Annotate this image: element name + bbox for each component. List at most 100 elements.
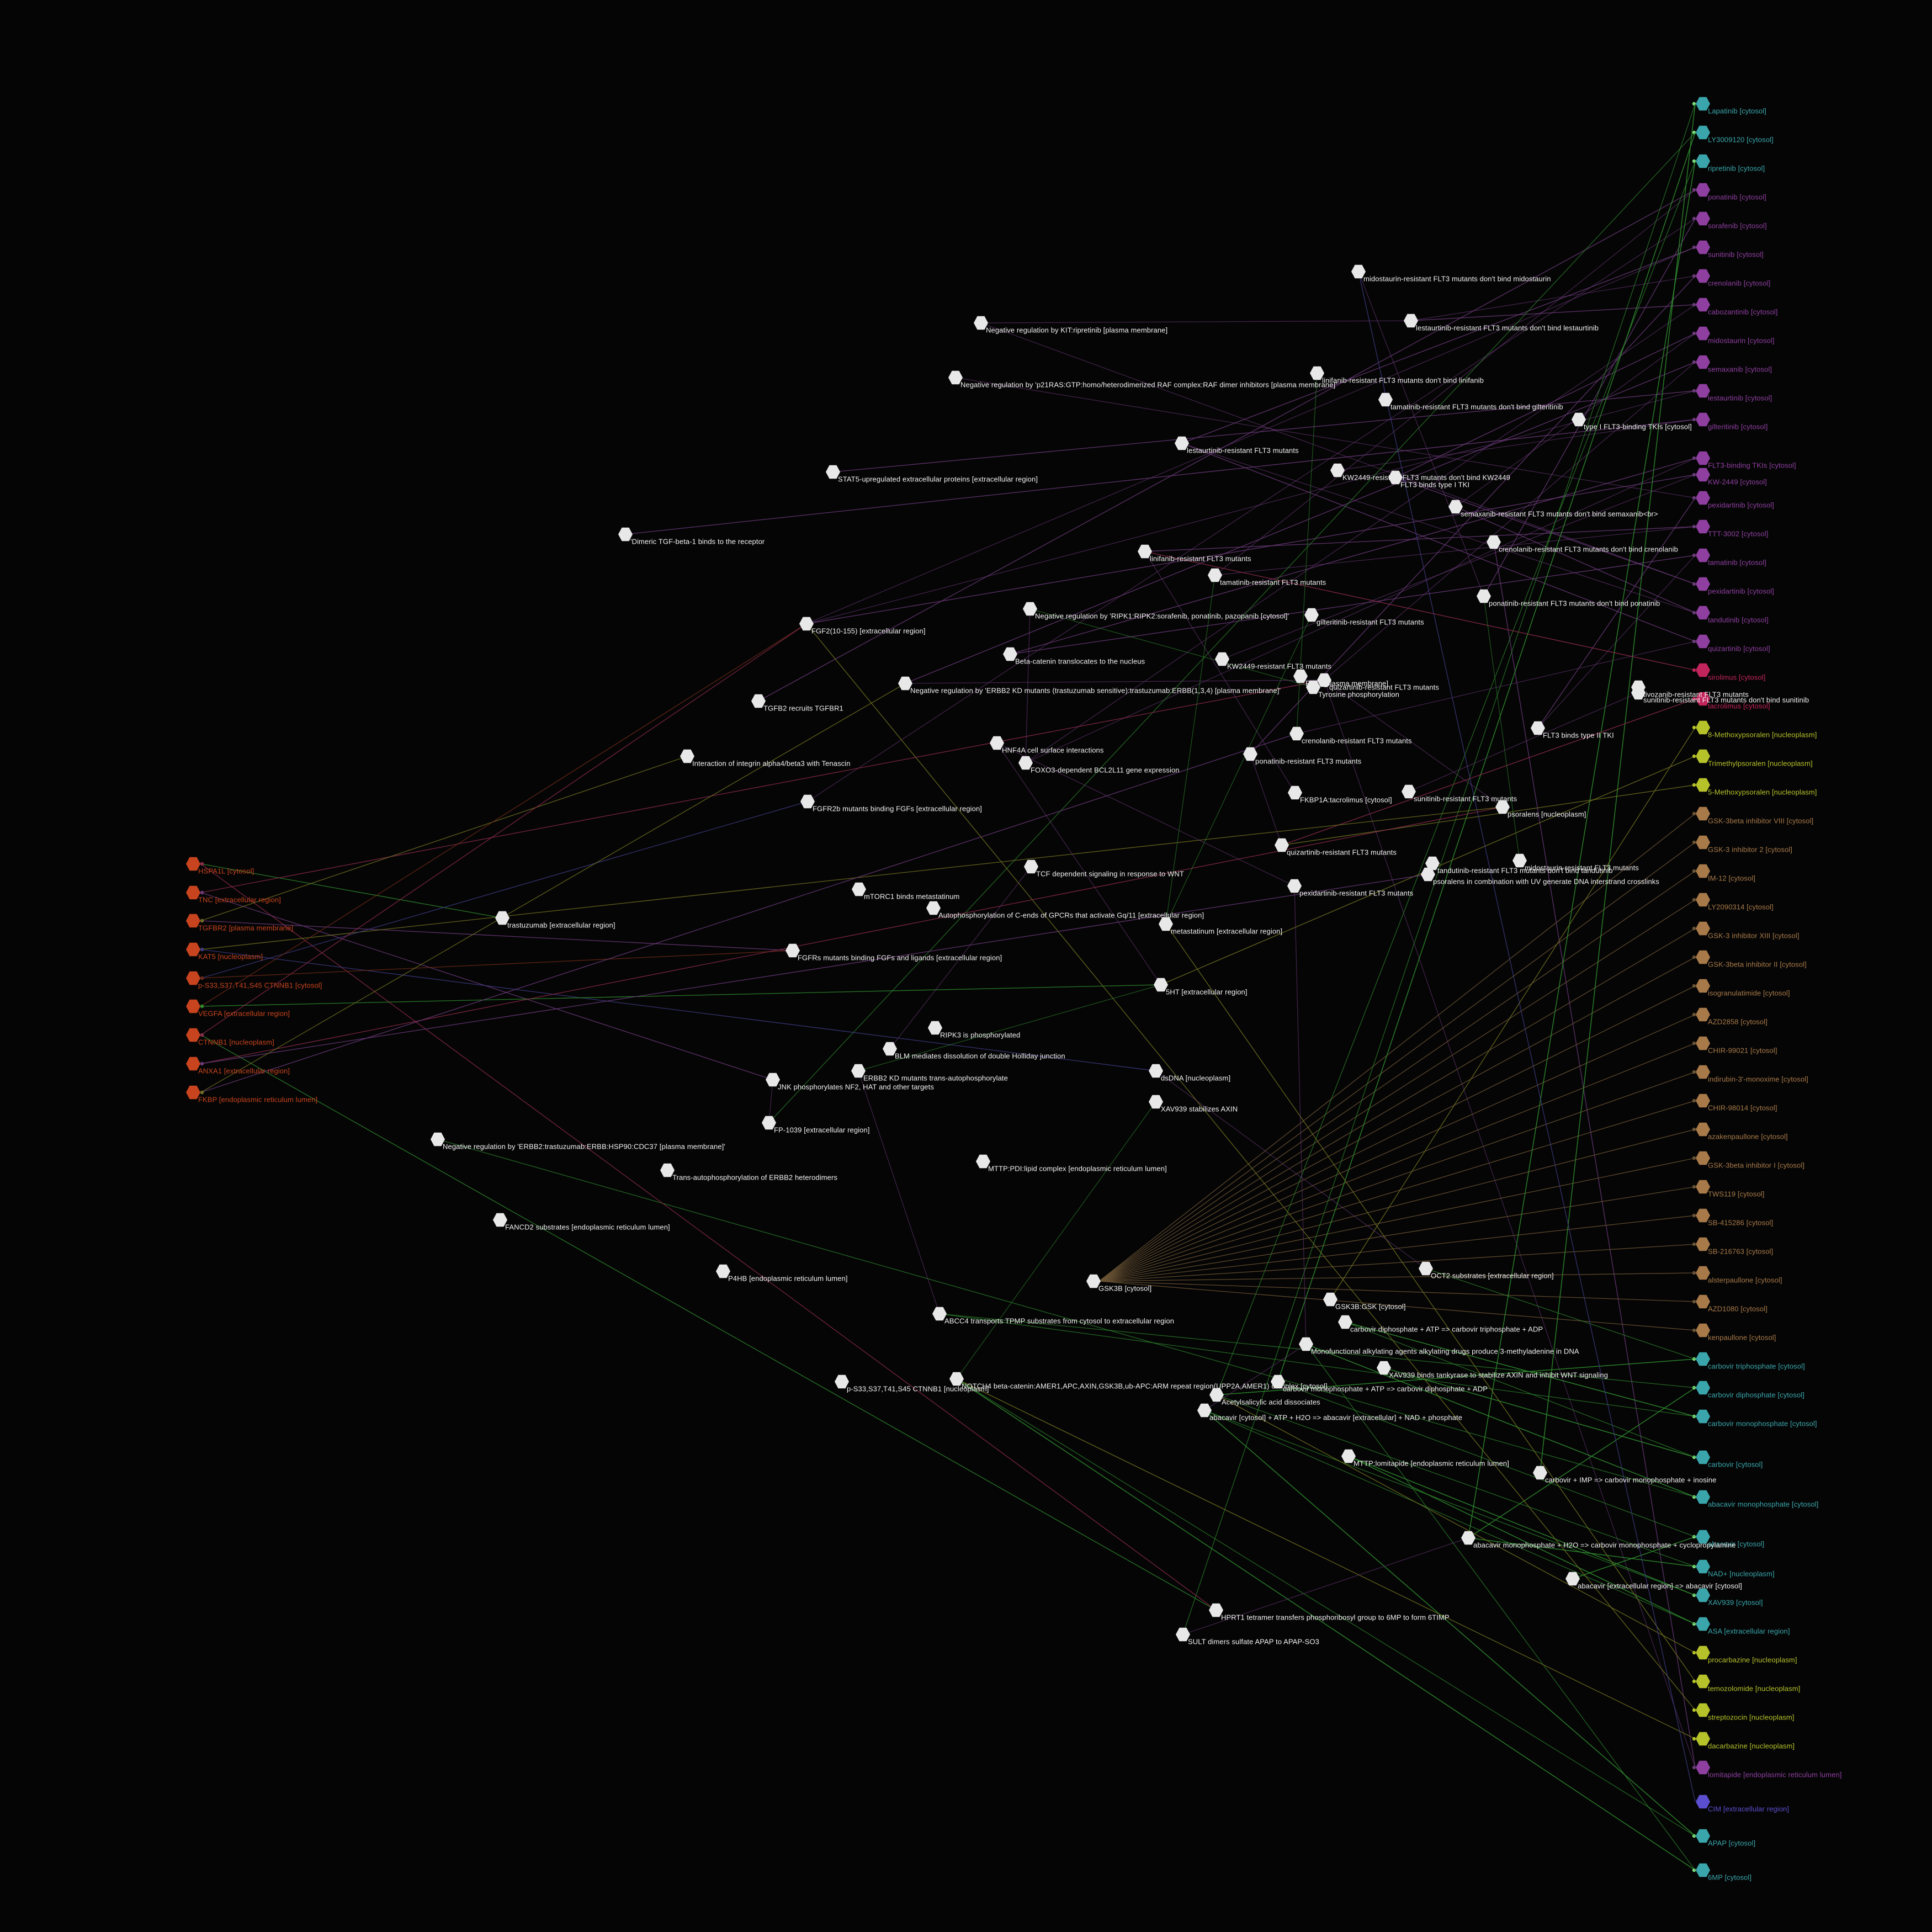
entity-node[interactable]: AZD2858 [cytosol] — [1696, 1007, 1768, 1026]
entity-node[interactable]: crenolanib [cytosol] — [1696, 269, 1770, 288]
entity-node[interactable]: 8-Methoxypsoralen [nucleoplasm] — [1696, 720, 1817, 739]
reaction-node[interactable]: Autophosphorylation of C-ends of GPCRs t… — [926, 901, 1204, 920]
entity-node[interactable]: TTT-3002 [cytosol] — [1696, 519, 1768, 538]
entity-node[interactable]: AZD1080 [cytosol] — [1696, 1294, 1768, 1313]
reaction-node[interactable]: semaxanib-resistant FLT3 mutants don't b… — [1448, 500, 1658, 518]
reaction-node[interactable]: GSK3B:GSK [cytosol] — [1323, 1292, 1406, 1311]
reaction-node[interactable]: MTTP:PDI:lipid complex [endoplasmic reti… — [976, 1154, 1167, 1173]
entity-node[interactable]: GSK-3beta inhibitor I [cytosol] — [1696, 1151, 1804, 1170]
entity-node[interactable]: alsterpaullone [cytosol] — [1696, 1266, 1782, 1285]
entity-node[interactable]: 5-Methoxypsoralen [nucleoplasm] — [1696, 778, 1817, 797]
reaction-node[interactable]: TCF dependent signaling in response to W… — [1024, 859, 1184, 878]
reaction-node[interactable]: TGFB2 recruits TGFBR1 — [751, 694, 843, 713]
reaction-node[interactable]: Acetylsalicylic acid dissociates — [1209, 1388, 1320, 1406]
entity-node[interactable]: GSK-3 inhibitor 2 [cytosol] — [1696, 835, 1792, 854]
entity-node[interactable]: GSK-3beta inhibitor II [cytosol] — [1696, 950, 1807, 969]
reaction-node[interactable]: mTORC1 binds metastatinum — [852, 882, 959, 901]
reaction-node[interactable]: quizartinib-resistant FLT3 mutants — [1275, 838, 1397, 857]
entity-node[interactable]: lomitapide [endoplasmic reticulum lumen] — [1696, 1760, 1841, 1779]
entity-node[interactable]: sunitinib [cytosol] — [1696, 240, 1764, 259]
reaction-node[interactable]: KW2449-resistant FLT3 mutants don't bind… — [1330, 463, 1510, 482]
reaction-node[interactable]: 'Dimeric TGF-beta-1 binds to the recepto… — [618, 527, 765, 546]
reaction-node[interactable]: linifanib-resistant FLT3 mutants don't b… — [1310, 366, 1484, 385]
entity-node[interactable]: pexidartinib [cytosol] — [1696, 577, 1774, 596]
reaction-node[interactable]: lestaurtinib-resistant FLT3 mutants don'… — [1404, 314, 1599, 332]
reaction-node[interactable]: gilteritinib-resistant FLT3 mutants — [1304, 608, 1424, 627]
reaction-node[interactable]: tamatinib-resistant FLT3 mutants — [1208, 568, 1326, 587]
reaction-node[interactable]: NOTCH4 beta-catenin:AMER1,APC,AXIN,GSK3B… — [949, 1372, 1328, 1390]
entity-node[interactable]: IM-12 [cytosol] — [1696, 864, 1755, 883]
reaction-node[interactable]: sunitinib-resistant FLT3 mutants — [1402, 784, 1517, 803]
entity-node[interactable]: temozolomide [nucleoplasm] — [1696, 1674, 1800, 1693]
entity-node[interactable]: carbovir triphosphate [cytosol] — [1696, 1352, 1805, 1371]
entity-node[interactable]: ANXA1 [extracellular region] — [186, 1057, 290, 1075]
reaction-node[interactable]: ERBB2 KD mutants trans-autophosphorylate — [851, 1064, 1008, 1082]
entity-node[interactable]: sorafenib [cytosol] — [1696, 211, 1767, 230]
reaction-node[interactable]: FGFR2b mutants binding FGFs [extracellul… — [800, 794, 982, 813]
reaction-node[interactable]: FLT3 binds type I TKI — [1388, 470, 1469, 489]
entity-node[interactable]: p-S33,S37,T41,S45 CTNNB1 [cytosol] — [186, 971, 322, 990]
reaction-node[interactable]: HNF4A cell surface interactions — [990, 736, 1103, 755]
reaction-node[interactable]: 5HT [extracellular region] — [1154, 978, 1247, 996]
reaction-node[interactable]: P4HB [endoplasmic reticulum lumen] — [716, 1264, 847, 1283]
reaction-node[interactable]: Negative regulation by 'ERBB2 KD mutants… — [898, 676, 1281, 695]
reaction-node[interactable]: Beta-catenin translocates to the nucleus — [1003, 647, 1145, 666]
entity-node[interactable]: gilteritinib [cytosol] — [1696, 412, 1768, 431]
reaction-node[interactable]: metastatinum [extracellular region] — [1159, 917, 1282, 936]
entity-node[interactable]: carbovir [cytosol] — [1696, 1450, 1763, 1469]
entity-node[interactable]: TNC [extracellular region] — [186, 885, 281, 904]
reaction-node[interactable]: SULT dimers sulfate APAP to APAP-SO3 — [1176, 1627, 1319, 1646]
reaction-node[interactable]: sunitinib-resistant FLT3 mutants don't b… — [1631, 686, 1809, 704]
reaction-node[interactable]: abacavir [extracellular region] => abaca… — [1565, 1572, 1742, 1590]
entity-node[interactable]: streptozocin [nucleoplasm] — [1696, 1703, 1794, 1722]
reaction-node[interactable]: ABCC4 transports TPMP substrates from cy… — [932, 1307, 1174, 1325]
entity-node[interactable]: abacavir [cytosol] — [1696, 1530, 1764, 1548]
reaction-node[interactable]: tamatinib-resistant FLT3 mutants don't b… — [1378, 392, 1563, 411]
reaction-node[interactable]: midostaurin-resistant FLT3 mutants — [1512, 853, 1639, 872]
reaction-node[interactable]: Negative regulation by 'p21RAS:GTP:homo/… — [948, 370, 1337, 389]
entity-node[interactable]: XAV939 [cytosol] — [1696, 1588, 1763, 1607]
reaction-node[interactable]: FGF2(10-155) [extracellular region] — [799, 617, 925, 635]
reaction-node[interactable]: BLM mediates dissolution of double Holli… — [883, 1042, 1065, 1060]
reaction-node[interactable]: Interaction of integrin alpha4/beta3 wit… — [680, 749, 851, 768]
entity-node[interactable]: cabozantinib [cytosol] — [1696, 298, 1777, 316]
entity-node[interactable]: KW-2449 [cytosol] — [1696, 468, 1767, 486]
entity-node[interactable]: carbovir monophosphate [cytosol] — [1696, 1409, 1817, 1428]
entity-node[interactable]: sirolimus [cytosol] — [1696, 663, 1765, 682]
reaction-node[interactable]: pexidartinib-resistant FLT3 mutants — [1287, 879, 1413, 898]
reaction-node[interactable]: FANCD2 substrates [endoplasmic reticulum… — [493, 1213, 670, 1232]
entity-node[interactable]: CIM [extracellular region] — [1696, 1795, 1789, 1813]
entity-node[interactable]: carbovir diphosphate [cytosol] — [1696, 1381, 1804, 1399]
reaction-node[interactable]: FKBP1A:tacrolimus [cytosol] — [1288, 785, 1392, 804]
reaction-node[interactable]: Negative regulation by 'ERBB2:trastuzuma… — [431, 1132, 725, 1151]
entity-node[interactable]: SB-415286 [cytosol] — [1696, 1208, 1773, 1227]
entity-node[interactable]: NAD+ [nucleoplasm] — [1696, 1559, 1775, 1578]
entity-node[interactable]: azakenpaullone [cytosol] — [1696, 1122, 1788, 1141]
entity-node[interactable]: TGFBR2 [plasma membrane] — [186, 914, 293, 932]
entity-node[interactable]: Lapatinib [cytosol] — [1696, 97, 1766, 115]
reaction-node[interactable]: GSK3B [cytosol] — [1086, 1274, 1151, 1293]
reaction-node[interactable]: carbovir diphosphate + ATP => carbovir t… — [1338, 1315, 1543, 1334]
reaction-node[interactable]: HPRT1 tetramer transfers phosphoribosyl … — [1209, 1603, 1450, 1622]
reaction-node[interactable]: JNK phosphorylates NF2, HAT and other ta… — [766, 1073, 934, 1091]
entity-node[interactable]: tamatinib [cytosol] — [1696, 548, 1766, 567]
entity-node[interactable]: CTNNB1 [nucleoplasm] — [186, 1028, 274, 1047]
entity-node[interactable]: CHIR-98014 [cytosol] — [1696, 1094, 1777, 1112]
entity-node[interactable]: 6MP [cytosol] — [1696, 1863, 1751, 1882]
entity-node[interactable]: FLT3-binding TKIs [cytosol] — [1696, 451, 1796, 470]
reaction-node[interactable]: psoralens in combination with UV generat… — [1421, 867, 1659, 886]
reaction-node[interactable]: FLT3 binds type II TKI — [1531, 721, 1614, 740]
reaction-node[interactable]: linifanib-resistant FLT3 mutants — [1138, 544, 1251, 563]
entity-node[interactable]: semaxanib [cytosol] — [1696, 355, 1772, 374]
entity-node[interactable]: SB-216763 [cytosol] — [1696, 1237, 1773, 1256]
entity-node[interactable]: abacavir monophosphate [cytosol] — [1696, 1490, 1818, 1509]
entity-node[interactable]: ASA [extracellular region] — [1696, 1617, 1790, 1636]
reaction-node[interactable]: carbovir monophosphate + ATP => carbovir… — [1271, 1374, 1488, 1393]
reaction-node[interactable]: abacavir [cytosol] + ATP + H2O => abacav… — [1197, 1403, 1462, 1422]
reaction-node[interactable]: ponatinib-resistant FLT3 mutants — [1243, 747, 1361, 766]
entity-node[interactable]: dacarbazine [nucleoplasm] — [1696, 1732, 1795, 1750]
entity-node[interactable]: CHIR-99021 [cytosol] — [1696, 1036, 1777, 1055]
reaction-node[interactable]: quizartinib-resistant FLT3 mutants — [1317, 673, 1439, 692]
entity-node[interactable]: midostaurin [cytosol] — [1696, 326, 1774, 345]
entity-node[interactable]: ripretinib [cytosol] — [1696, 154, 1765, 173]
